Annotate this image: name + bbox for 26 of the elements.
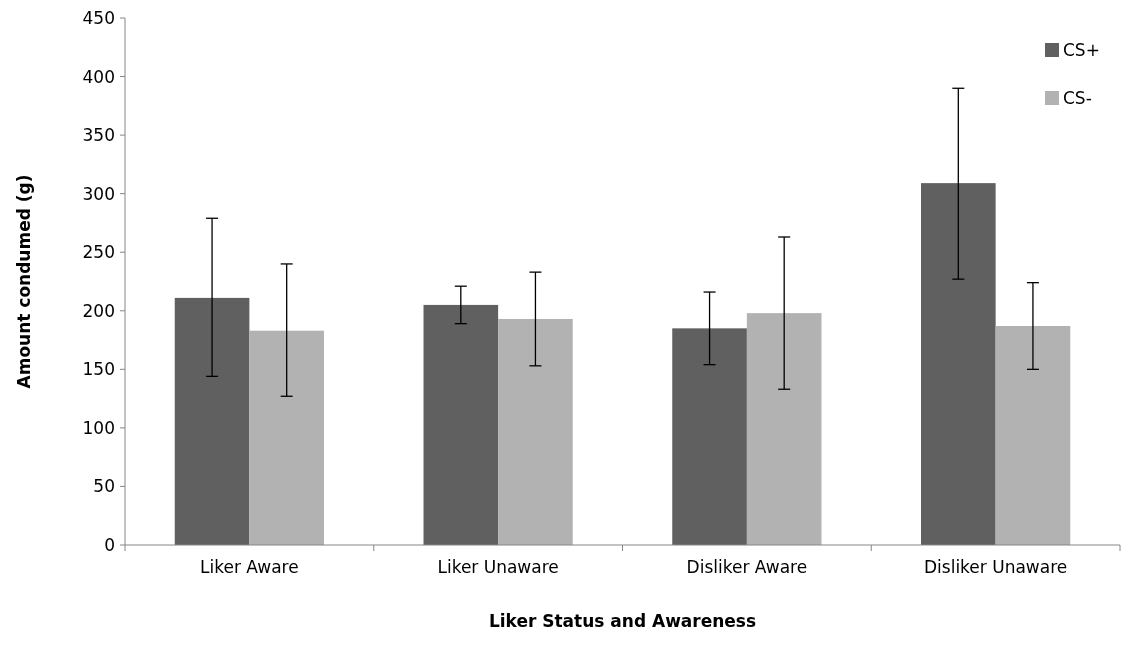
bar: [995, 326, 1071, 545]
x-tick-label: Liker Unaware: [437, 557, 559, 577]
y-tick-label: 250: [82, 242, 115, 263]
bar: [921, 183, 996, 545]
bar: [746, 313, 822, 545]
bar: [498, 318, 573, 545]
y-tick-label: 50: [93, 476, 115, 497]
bar: [423, 304, 499, 545]
legend-label: CS+: [1063, 39, 1100, 60]
y-tick-label: 350: [82, 125, 115, 146]
bar: [249, 330, 324, 545]
bar: [174, 297, 250, 545]
y-tick-label: 300: [82, 183, 115, 204]
y-tick-label: 450: [82, 7, 115, 28]
y-axis-title: Amount condumed (g): [14, 174, 34, 389]
y-tick-label: 100: [82, 417, 115, 438]
y-tick-label: 0: [104, 534, 115, 555]
y-tick-label: 150: [82, 359, 115, 380]
x-axis-title: Liker Status and Awareness: [488, 611, 757, 631]
x-tick-label: Disliker Aware: [686, 557, 808, 577]
legend-label: CS-: [1063, 87, 1092, 108]
bar: [672, 328, 747, 545]
y-tick-label: 200: [82, 300, 115, 321]
x-tick-label: Liker Aware: [200, 557, 299, 577]
x-tick-label: Disliker Unaware: [924, 557, 1068, 577]
y-tick-label: 400: [82, 66, 115, 87]
